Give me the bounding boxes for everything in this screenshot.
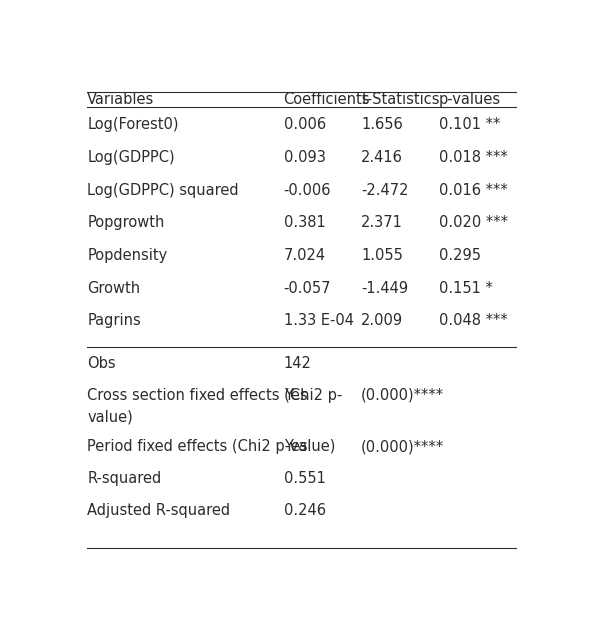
- Text: Cross section fixed effects (Chi2 p-: Cross section fixed effects (Chi2 p-: [87, 388, 343, 402]
- Text: Period fixed effects (Chi2 p-value): Period fixed effects (Chi2 p-value): [87, 439, 336, 454]
- Text: Coefficients: Coefficients: [284, 91, 370, 106]
- Text: 7.024: 7.024: [284, 248, 326, 263]
- Text: Log(GDPPC) squared: Log(GDPPC) squared: [87, 182, 239, 198]
- Text: 0.101 **: 0.101 **: [439, 117, 500, 132]
- Text: 0.016 ***: 0.016 ***: [439, 182, 508, 198]
- Text: 142: 142: [284, 356, 312, 371]
- Text: -2.472: -2.472: [361, 182, 409, 198]
- Text: Yes: Yes: [284, 439, 307, 454]
- Text: Yes: Yes: [284, 388, 307, 402]
- Text: (0.000)****: (0.000)****: [361, 388, 444, 402]
- Text: 2.009: 2.009: [361, 313, 403, 328]
- Text: Growth: Growth: [87, 281, 140, 296]
- Text: 0.093: 0.093: [284, 150, 326, 165]
- Text: t-Statistics: t-Statistics: [361, 91, 440, 106]
- Text: 1.656: 1.656: [361, 117, 403, 132]
- Text: p-values: p-values: [439, 91, 501, 106]
- Text: Log(GDPPC): Log(GDPPC): [87, 150, 175, 165]
- Text: Variables: Variables: [87, 91, 154, 106]
- Text: value): value): [87, 409, 133, 424]
- Text: Pagrins: Pagrins: [87, 313, 141, 328]
- Text: 0.246: 0.246: [284, 503, 326, 518]
- Text: 0.151 *: 0.151 *: [439, 281, 492, 296]
- Text: 2.371: 2.371: [361, 215, 403, 230]
- Text: 0.381: 0.381: [284, 215, 325, 230]
- Text: 0.020 ***: 0.020 ***: [439, 215, 508, 230]
- Text: Log(Forest0): Log(Forest0): [87, 117, 179, 132]
- Text: -1.449: -1.449: [361, 281, 408, 296]
- Text: Obs: Obs: [87, 356, 116, 371]
- Text: (0.000)****: (0.000)****: [361, 439, 444, 454]
- Text: 0.295: 0.295: [439, 248, 481, 263]
- Text: 0.006: 0.006: [284, 117, 326, 132]
- Text: 0.551: 0.551: [284, 471, 326, 486]
- Text: Popgrowth: Popgrowth: [87, 215, 165, 230]
- Text: 0.048 ***: 0.048 ***: [439, 313, 508, 328]
- Text: -0.057: -0.057: [284, 281, 331, 296]
- Text: 1.33 E-04: 1.33 E-04: [284, 313, 353, 328]
- Text: Adjusted R-squared: Adjusted R-squared: [87, 503, 230, 518]
- Text: 0.018 ***: 0.018 ***: [439, 150, 508, 165]
- Text: Popdensity: Popdensity: [87, 248, 167, 263]
- Text: 2.416: 2.416: [361, 150, 403, 165]
- Text: R-squared: R-squared: [87, 471, 161, 486]
- Text: -0.006: -0.006: [284, 182, 331, 198]
- Text: 1.055: 1.055: [361, 248, 403, 263]
